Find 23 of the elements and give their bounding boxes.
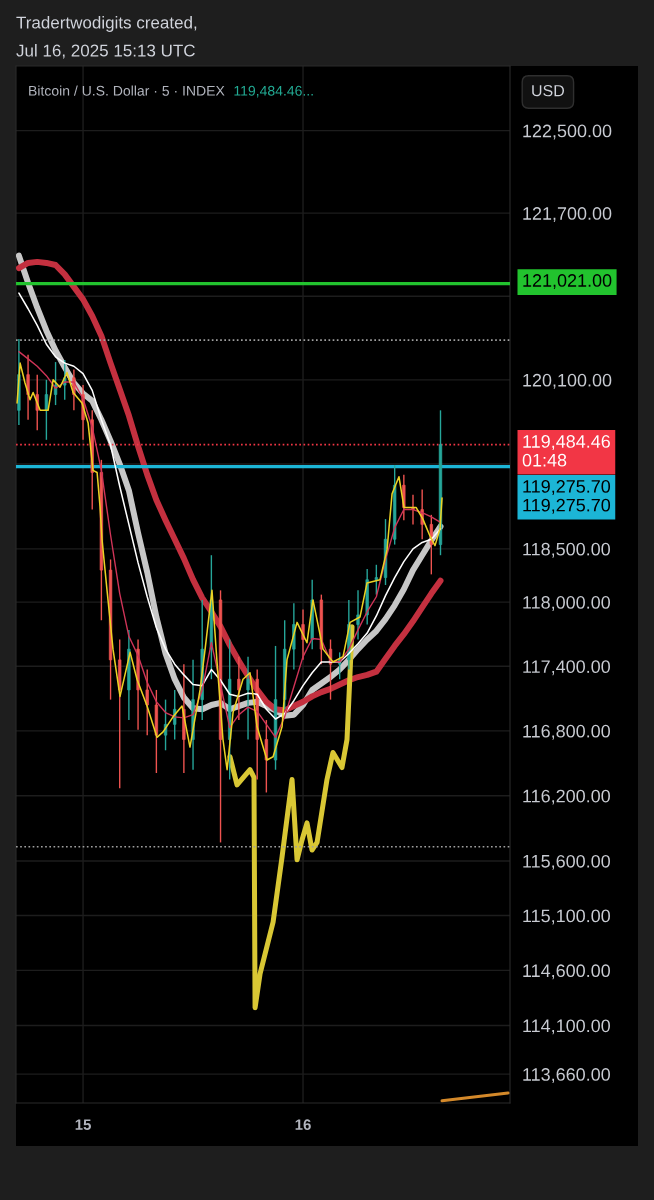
y-tick-label: 120,100.00 [523, 373, 612, 389]
x-tick-label: 15 [75, 1119, 91, 1130]
y-tick-label: 114,100.00 [523, 1019, 610, 1035]
y-tick-label: 117,400.00 [523, 660, 610, 676]
x-tick-label: 16 [295, 1119, 311, 1130]
y-tick-label: 115,100.00 [523, 909, 610, 925]
text: Bitcoin / U.S. Dollar · 5 · INDEX [29, 85, 225, 96]
ref-line-label: 121,021.00 [523, 274, 612, 289]
y-tick-label: 114,600.00 [523, 964, 610, 980]
ref-line-label: 119,484.46 01:48 [522, 435, 610, 467]
text: 119,484.46... [234, 85, 313, 98]
y-axis-title: USD [532, 84, 565, 97]
text: Tradertwodigits created, [16, 16, 197, 32]
y-tick-label: 115,600.00 [523, 854, 610, 870]
y-tick-label: 113,660.00 [523, 1068, 610, 1083]
y-tick-label: 118,500.00 [523, 542, 610, 558]
text: Jul 16, 2025 15:13 UTC [16, 44, 195, 59]
ref-line-label: 119,275.70 119,275.70 [523, 480, 611, 514]
y-tick-label: 116,800.00 [523, 724, 610, 740]
y-tick-label: 122,500.00 [523, 124, 612, 140]
y-tick-label: 118,000.00 [523, 596, 610, 611]
y-tick-label: 121,700.00 [523, 207, 612, 222]
y-tick-label: 116,200.00 [523, 789, 610, 805]
